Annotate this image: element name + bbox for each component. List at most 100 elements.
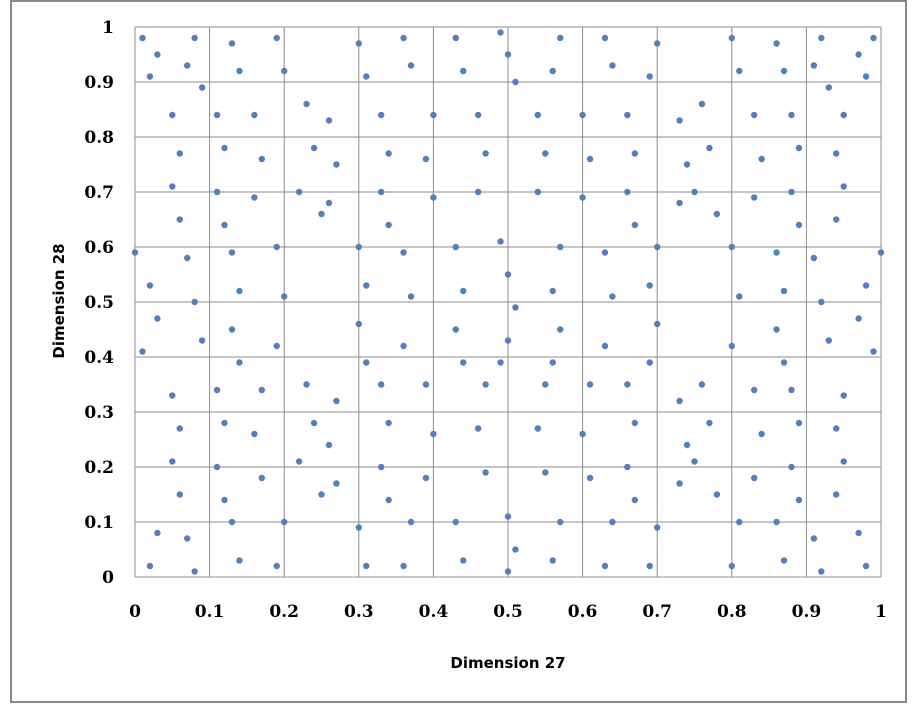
- data-point: [534, 425, 542, 432]
- data-point: [646, 282, 653, 289]
- data-point: [407, 293, 415, 300]
- data-point: [251, 430, 258, 438]
- data-point: [221, 496, 228, 504]
- data-point: [698, 381, 706, 388]
- data-point: [191, 298, 198, 306]
- y-tick-label: 0.9: [84, 73, 114, 93]
- data-point: [736, 293, 743, 300]
- data-point: [169, 458, 176, 465]
- data-point: [281, 67, 288, 75]
- data-point: [750, 194, 758, 201]
- data-point: [534, 188, 542, 196]
- y-tick-label: 0.8: [84, 128, 114, 148]
- data-point: [825, 337, 832, 344]
- data-point: [146, 73, 154, 80]
- data-point: [795, 419, 803, 427]
- data-point: [750, 474, 758, 482]
- data-point: [236, 67, 243, 75]
- data-point: [504, 337, 512, 344]
- data-point: [497, 238, 504, 245]
- data-point: [385, 221, 392, 229]
- y-tick-label: 0.3: [84, 403, 114, 423]
- data-point: [385, 496, 392, 504]
- data-point: [355, 243, 362, 251]
- data-point: [736, 67, 743, 75]
- data-point: [579, 430, 586, 438]
- data-point: [542, 469, 549, 476]
- data-point: [691, 458, 698, 465]
- data-point: [460, 557, 467, 564]
- data-point: [698, 100, 706, 108]
- data-point: [654, 243, 661, 251]
- data-point: [683, 441, 691, 449]
- data-point: [609, 62, 616, 69]
- data-point: [303, 381, 310, 388]
- x-tick-label: 1: [875, 602, 887, 622]
- data-point: [213, 463, 221, 471]
- data-point: [139, 348, 146, 355]
- data-point: [176, 425, 183, 432]
- data-point: [750, 386, 758, 394]
- data-point: [624, 188, 631, 196]
- data-point: [400, 249, 407, 256]
- data-point: [430, 111, 437, 119]
- data-point: [295, 458, 303, 465]
- data-point: [191, 568, 198, 575]
- data-point: [318, 210, 325, 218]
- y-tick-label: 0.6: [84, 238, 114, 258]
- data-point: [325, 441, 333, 449]
- data-point: [363, 562, 370, 570]
- grid-lines: [134, 26, 882, 578]
- data-point: [609, 293, 616, 300]
- data-point: [273, 34, 280, 42]
- data-points: [131, 29, 885, 575]
- x-tick-label: 0.5: [493, 602, 523, 622]
- data-point: [228, 326, 236, 333]
- data-point: [295, 188, 303, 196]
- data-point: [750, 111, 758, 119]
- x-tick-label: 0.2: [269, 602, 299, 622]
- data-point: [862, 282, 870, 289]
- data-point: [862, 562, 870, 570]
- data-point: [273, 562, 280, 570]
- data-point: [273, 342, 280, 350]
- data-point: [833, 216, 840, 223]
- data-point: [624, 463, 631, 471]
- chart-frame: [10, 0, 907, 703]
- data-point: [646, 359, 653, 366]
- data-point: [146, 282, 154, 289]
- y-tick-label: 0.5: [84, 293, 114, 313]
- x-tick-label: 0.4: [419, 602, 449, 622]
- data-point: [788, 111, 795, 119]
- data-point: [773, 326, 780, 333]
- data-point: [385, 419, 392, 427]
- data-point: [430, 430, 437, 438]
- x-tick-labels: 0 0.1 0.2 0.3 0.4 0.5 0.6 0.7 0.8 0.9 1: [129, 602, 887, 622]
- x-axis-title: Dimension 27: [450, 654, 565, 672]
- data-point: [482, 469, 489, 476]
- data-point: [430, 194, 437, 201]
- data-point: [549, 287, 556, 295]
- data-point: [557, 518, 564, 526]
- y-tick-label: 0.2: [84, 458, 114, 478]
- data-point: [318, 491, 325, 498]
- data-point: [184, 535, 191, 542]
- data-point: [281, 518, 288, 526]
- data-point: [870, 34, 877, 42]
- data-point: [422, 474, 430, 482]
- data-point: [236, 359, 243, 366]
- y-tick-label: 0.4: [84, 348, 114, 368]
- data-point: [460, 359, 467, 366]
- data-point: [400, 342, 407, 350]
- data-point: [728, 342, 735, 350]
- data-point: [154, 51, 161, 58]
- data-point: [512, 546, 519, 553]
- data-point: [579, 111, 586, 119]
- data-point: [706, 144, 713, 152]
- data-point: [542, 150, 549, 157]
- data-point: [646, 73, 653, 80]
- data-point: [557, 34, 564, 42]
- data-point: [221, 144, 228, 152]
- data-point: [795, 496, 803, 504]
- data-point: [213, 386, 221, 394]
